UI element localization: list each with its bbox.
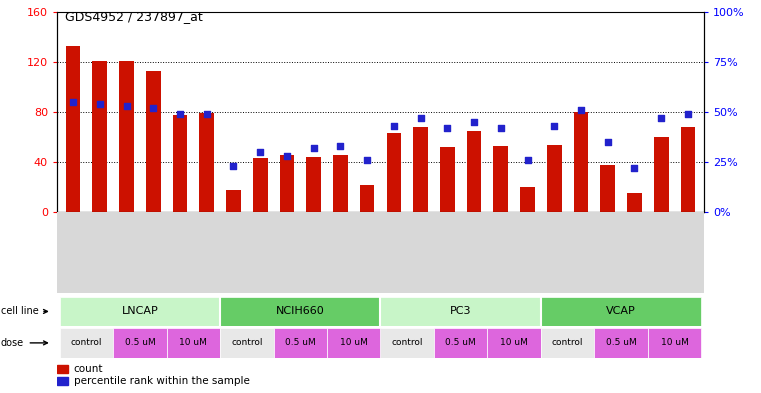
Bar — [466, 131, 482, 212]
Bar — [279, 154, 295, 212]
Point — [602, 139, 614, 145]
Bar — [146, 71, 161, 212]
Text: 0.5 uM: 0.5 uM — [445, 338, 476, 347]
Bar — [333, 154, 348, 212]
Bar — [226, 190, 240, 212]
Bar — [274, 328, 327, 358]
Text: cell line: cell line — [1, 307, 39, 316]
Text: VCAP: VCAP — [607, 307, 636, 316]
Text: control: control — [391, 338, 423, 347]
Text: NCIH660: NCIH660 — [276, 307, 325, 316]
Bar — [574, 112, 588, 212]
Point — [441, 125, 454, 131]
Bar — [440, 147, 454, 212]
Text: control: control — [231, 338, 263, 347]
Bar — [380, 297, 541, 326]
Point — [254, 149, 266, 155]
Point — [334, 143, 346, 149]
Bar — [119, 61, 134, 212]
Bar — [541, 297, 701, 326]
Text: 0.5 uM: 0.5 uM — [606, 338, 636, 347]
Text: 0.5 uM: 0.5 uM — [125, 338, 155, 347]
Bar — [434, 328, 487, 358]
Bar — [57, 376, 68, 385]
Bar — [307, 157, 321, 212]
Bar — [380, 328, 434, 358]
Bar — [541, 328, 594, 358]
Text: 10 uM: 10 uM — [180, 338, 207, 347]
Bar — [167, 328, 220, 358]
Point — [228, 163, 240, 169]
Text: percentile rank within the sample: percentile rank within the sample — [74, 376, 250, 386]
Bar — [521, 187, 535, 212]
Point — [468, 119, 480, 125]
Point — [201, 111, 213, 117]
Point — [307, 145, 320, 151]
Text: 10 uM: 10 uM — [661, 338, 689, 347]
Bar — [493, 146, 508, 212]
Point — [281, 153, 293, 159]
Point — [67, 99, 79, 105]
Bar — [600, 165, 615, 212]
Text: 10 uM: 10 uM — [340, 338, 368, 347]
Bar — [65, 46, 81, 212]
Bar — [648, 328, 701, 358]
Text: LNCAP: LNCAP — [122, 307, 158, 316]
Bar — [360, 185, 374, 212]
Bar — [220, 328, 274, 358]
Bar — [594, 328, 648, 358]
Bar — [547, 145, 562, 212]
Point — [388, 123, 400, 129]
Text: PC3: PC3 — [450, 307, 471, 316]
Bar — [93, 61, 107, 212]
Bar — [60, 328, 113, 358]
Bar — [57, 365, 68, 373]
Bar — [327, 328, 380, 358]
Point — [495, 125, 507, 131]
Bar — [680, 127, 696, 212]
Point — [120, 103, 132, 109]
Text: count: count — [74, 364, 103, 374]
Point — [415, 115, 427, 121]
Point — [655, 115, 667, 121]
Bar — [253, 158, 268, 212]
Text: 10 uM: 10 uM — [500, 338, 528, 347]
Bar — [627, 193, 642, 212]
Text: control: control — [71, 338, 102, 347]
Bar — [220, 297, 380, 326]
Point — [361, 157, 373, 163]
Text: GDS4952 / 237897_at: GDS4952 / 237897_at — [65, 10, 202, 23]
Bar — [654, 137, 668, 212]
Point — [629, 165, 641, 171]
Bar — [60, 297, 220, 326]
Text: dose: dose — [1, 338, 24, 348]
Bar — [173, 114, 187, 212]
Text: control: control — [552, 338, 584, 347]
Point — [682, 111, 694, 117]
Bar — [487, 328, 541, 358]
Point — [575, 107, 587, 113]
Point — [548, 123, 560, 129]
Point — [521, 157, 533, 163]
Bar — [387, 133, 401, 212]
Point — [147, 105, 159, 111]
Bar — [413, 127, 428, 212]
Point — [174, 111, 186, 117]
Point — [94, 101, 106, 107]
Bar — [199, 113, 214, 212]
Bar — [113, 328, 167, 358]
Text: 0.5 uM: 0.5 uM — [285, 338, 316, 347]
